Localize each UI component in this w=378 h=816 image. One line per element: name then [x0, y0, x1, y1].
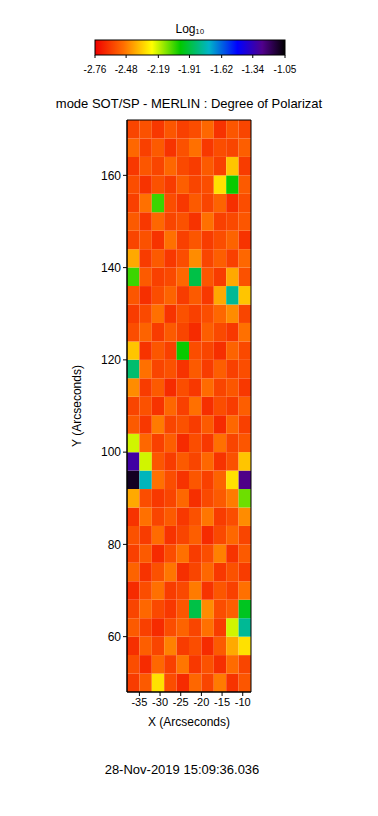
svg-text:-20: -20	[193, 696, 209, 708]
svg-text:mode SOT/SP - MERLIN : Degree: mode SOT/SP - MERLIN : Degree of Polariz…	[56, 96, 323, 111]
svg-text:120: 120	[101, 353, 121, 367]
svg-text:-1.62: -1.62	[210, 64, 233, 75]
svg-text:Y (Arcseconds): Y (Arcseconds)	[70, 365, 84, 447]
svg-text:100: 100	[101, 445, 121, 459]
svg-text:-30: -30	[152, 696, 168, 708]
svg-text:-2.19: -2.19	[147, 64, 170, 75]
svg-text:-2.48: -2.48	[115, 64, 138, 75]
svg-text:Log₁₀: Log₁₀	[175, 22, 204, 36]
svg-text:80: 80	[108, 538, 122, 552]
html-text:28-Nov-2019 15:09:36.036: 28-Nov-2019 15:09:36.036	[104, 762, 260, 777]
svg-text:-1.05: -1.05	[274, 64, 297, 75]
svg-text:-1.34: -1.34	[241, 64, 264, 75]
svg-text:-35: -35	[131, 696, 147, 708]
svg-text:-1.91: -1.91	[178, 64, 201, 75]
svg-text:60: 60	[108, 630, 122, 644]
svg-text:160: 160	[101, 169, 121, 183]
svg-text:-2.76: -2.76	[84, 64, 107, 75]
svg-text:X (Arcseconds): X (Arcseconds)	[148, 715, 230, 729]
svg-text:-25: -25	[173, 696, 189, 708]
svg-text:140: 140	[101, 261, 121, 275]
svg-text:-15: -15	[214, 696, 230, 708]
svg-text:-10: -10	[235, 696, 251, 708]
